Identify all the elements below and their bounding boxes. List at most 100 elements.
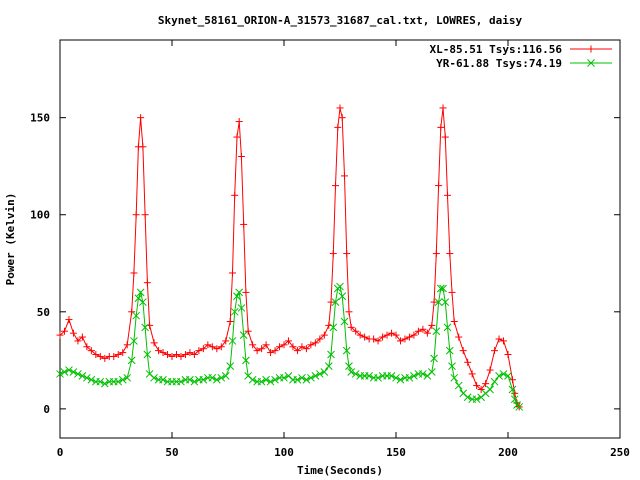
series-1-point xyxy=(100,379,109,388)
series-1-point xyxy=(463,393,472,402)
series-0-point xyxy=(500,337,508,345)
series-1-point xyxy=(69,368,78,376)
series-1-point xyxy=(78,372,87,380)
series-0-point xyxy=(240,220,248,228)
series-0-point xyxy=(428,321,436,329)
series-1-point xyxy=(271,375,279,384)
series-1-point xyxy=(410,372,418,380)
series-0-point xyxy=(444,191,452,199)
series-0-point xyxy=(419,325,427,333)
series-1-point xyxy=(74,370,82,378)
series-1-point xyxy=(443,323,452,332)
series-1-point xyxy=(392,373,400,382)
series-0-point xyxy=(450,318,458,326)
series-1-point xyxy=(226,362,235,371)
series-0-point xyxy=(410,331,418,339)
series-1-point xyxy=(139,298,147,306)
series-1-point xyxy=(199,375,208,384)
series-0-point xyxy=(347,323,355,331)
series-1-point xyxy=(141,323,149,332)
series-0-point xyxy=(332,182,340,190)
y-axis: 0 50 100 150 xyxy=(30,112,620,416)
x-tick-label: 250 xyxy=(610,446,630,459)
series-0-point xyxy=(379,333,387,341)
series-1-point xyxy=(472,395,481,404)
series-1-point xyxy=(432,327,441,336)
series-0-point xyxy=(83,343,91,351)
series-1-point xyxy=(510,395,519,404)
series-1-point xyxy=(56,370,64,378)
series-0-point xyxy=(437,123,445,131)
series-0-point xyxy=(123,341,131,349)
series-1-point xyxy=(186,375,194,384)
series-0-point xyxy=(459,347,467,355)
legend-label-xl: XL-85.51 Tsys:116.56 xyxy=(430,43,563,56)
series-0-point xyxy=(405,333,413,341)
series-0-point xyxy=(352,327,360,335)
series-0-point xyxy=(276,343,284,351)
series-0-point xyxy=(511,389,519,397)
series-0-point xyxy=(370,335,378,343)
series-0-point xyxy=(374,337,382,345)
series-1-point xyxy=(342,346,351,355)
series-0-point xyxy=(396,337,404,345)
series-1-point xyxy=(248,375,257,384)
series-1-point xyxy=(405,373,414,382)
series-0-point xyxy=(114,351,122,359)
series-1-point xyxy=(374,373,382,382)
series-layer xyxy=(56,104,524,411)
series-1-point xyxy=(60,368,69,376)
series-0-point xyxy=(137,114,145,122)
series-0-point xyxy=(60,327,68,335)
series-0-point xyxy=(439,104,447,112)
series-1-point xyxy=(136,288,145,297)
series-1-point xyxy=(262,375,270,384)
series-0-point xyxy=(329,250,337,258)
series-0-point xyxy=(235,118,243,126)
series-0-point xyxy=(340,172,348,180)
series-0-point xyxy=(345,308,353,316)
series-0-point xyxy=(258,345,266,353)
chart-title: Skynet_58161_ORION-A_31573_31687_cal.txt… xyxy=(158,14,523,27)
series-0-point xyxy=(222,337,230,345)
series-1-point xyxy=(338,292,347,301)
y-tick-label: 100 xyxy=(30,209,50,222)
series-0-point xyxy=(320,331,328,339)
series-1-point xyxy=(486,385,494,394)
series-1-point xyxy=(230,307,239,316)
series-1-point xyxy=(307,373,315,382)
series-1-point xyxy=(221,372,230,380)
series-1-point xyxy=(419,370,427,378)
series-1-point xyxy=(454,381,463,390)
series-0-point xyxy=(262,341,270,349)
series-1-point xyxy=(266,377,275,386)
series-0-point xyxy=(495,335,503,343)
series-0-point xyxy=(150,339,158,347)
series-0-point xyxy=(455,333,463,341)
series-0-point xyxy=(87,347,95,355)
series-1-point xyxy=(217,373,226,382)
series-0 xyxy=(56,104,523,411)
series-0-point xyxy=(336,104,344,112)
series-1-point xyxy=(242,356,250,365)
series-0-point xyxy=(208,343,216,351)
series-0-point xyxy=(477,385,485,393)
series-1-point xyxy=(132,311,141,320)
series-0-point xyxy=(311,339,319,347)
series-0-point xyxy=(213,345,221,353)
series-0-point xyxy=(181,351,189,359)
y-tick-label: 0 xyxy=(43,403,50,416)
series-1-point xyxy=(123,373,132,382)
series-0-point xyxy=(159,349,167,357)
series-0-point xyxy=(92,351,100,359)
series-1-point xyxy=(320,368,329,376)
series-1-point xyxy=(293,375,302,384)
series-0-point xyxy=(414,327,422,335)
series-1-point xyxy=(365,372,373,380)
series-1-point xyxy=(127,356,136,365)
series-1-point xyxy=(280,373,288,382)
series-0-point xyxy=(464,358,472,366)
series-1-point xyxy=(118,375,127,384)
series-1-point xyxy=(331,298,340,306)
